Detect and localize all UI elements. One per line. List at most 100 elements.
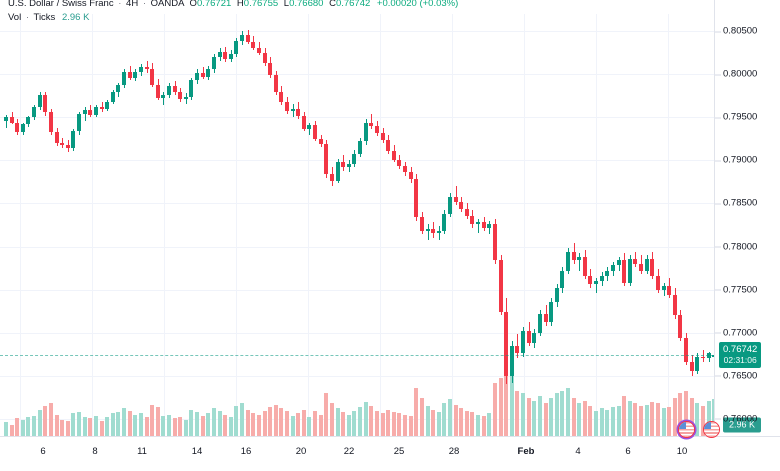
volume-bar — [352, 410, 357, 436]
candle-body — [26, 117, 31, 125]
candle-body — [442, 213, 447, 232]
volume-bar — [206, 413, 211, 436]
ohlc-high-key: H — [236, 0, 244, 9]
candle-body — [492, 224, 497, 261]
candle-body — [313, 125, 318, 139]
candle-wick — [6, 114, 7, 128]
chart-plot-area[interactable] — [0, 14, 714, 436]
price-axis-tick: 0.78500 — [715, 198, 757, 209]
symbol-name[interactable]: U.S. Dollar / Swiss Franc — [8, 0, 114, 9]
volume-bar — [88, 418, 93, 436]
volume-bar — [470, 412, 475, 436]
candle-body — [594, 280, 599, 285]
volume-bar — [532, 400, 537, 436]
price-axis-tick: 0.79500 — [715, 112, 757, 123]
legend-separator-3: · — [25, 12, 30, 23]
candle-body — [341, 162, 346, 168]
volume-bar — [77, 412, 82, 436]
candle-body — [329, 174, 334, 182]
volume-legend-row[interactable]: Vol · Ticks 2.96 K — [8, 12, 458, 24]
current-price-badge[interactable]: 0.76742 02:31:06 — [719, 341, 762, 368]
price-axis-tick: 0.80000 — [715, 69, 757, 80]
volume-bar — [515, 390, 520, 436]
candle-body — [48, 112, 53, 132]
volume-bar — [150, 404, 155, 436]
time-scale[interactable]: 6 8 11 14 16 20 22 25 28 Feb 4 6 10 — [0, 421, 780, 471]
volume-bar — [93, 415, 98, 436]
grid-line-horizontal — [0, 117, 714, 119]
time-axis-tick: 6 — [625, 446, 631, 457]
volume-bar — [335, 408, 340, 436]
candle-body — [324, 144, 329, 175]
candle-body — [380, 132, 385, 140]
candle-body — [566, 251, 570, 271]
volume-bar — [358, 407, 363, 436]
grid-line-horizontal — [0, 375, 714, 377]
candle-body — [166, 86, 171, 95]
volume-bar — [678, 393, 683, 436]
candle-wick — [596, 277, 598, 294]
volume-bar — [391, 412, 396, 436]
volume-bar — [189, 409, 194, 436]
candle-body — [189, 80, 194, 97]
us-flag-icon-secondary[interactable] — [703, 421, 720, 438]
candle-body — [211, 57, 216, 70]
volume-bar — [26, 417, 31, 436]
volume-bar — [498, 378, 503, 436]
volume-bar — [268, 407, 273, 436]
candle-body — [526, 330, 531, 343]
volume-bar — [155, 407, 160, 436]
volume-bar — [397, 413, 402, 436]
candle-body — [571, 251, 576, 261]
candle-body — [504, 311, 509, 376]
time-axis-tick: 4 — [575, 446, 581, 457]
symbol-legend-row[interactable]: U.S. Dollar / Swiss Franc · 4H · OANDA O… — [8, 0, 458, 10]
volume-bar — [166, 414, 171, 436]
flag-canton — [679, 422, 686, 429]
candle-body — [99, 107, 104, 109]
volume-bar — [161, 415, 166, 436]
candle-body — [453, 196, 458, 202]
volume-bar — [245, 409, 250, 436]
price-tick-dash — [715, 117, 721, 119]
candle-body — [509, 346, 514, 376]
time-axis-tick: 6 — [40, 446, 46, 457]
candle-wick — [455, 186, 457, 206]
candle-body — [386, 139, 391, 151]
candle-body — [71, 131, 76, 149]
candle-body — [650, 258, 655, 276]
price-axis-tick: 0.80500 — [715, 26, 757, 37]
price-tick-dash — [715, 246, 721, 248]
volume-bar — [211, 408, 216, 436]
candle-body — [290, 108, 295, 112]
candle-body — [667, 286, 672, 295]
volume-bar — [487, 413, 492, 436]
candle-body — [307, 125, 312, 129]
volume-bar — [133, 414, 138, 436]
volume-bar — [616, 405, 621, 436]
volume-bar — [464, 410, 469, 436]
price-scale[interactable]: 2.96 K 0.80500 0.80000 0.79500 0.79000 0.785… — [714, 0, 780, 436]
volume-bar — [71, 413, 76, 436]
candle-body — [672, 294, 677, 316]
candle-body — [582, 256, 587, 276]
us-flag-icon-selected[interactable] — [678, 421, 695, 438]
volume-bar — [60, 419, 65, 436]
candle-body — [661, 286, 666, 290]
candle-body — [521, 330, 526, 354]
volume-bar — [273, 404, 278, 436]
volume-bar — [414, 388, 419, 436]
time-axis-tick: 8 — [92, 446, 98, 457]
grid-line-vertical — [668, 14, 669, 436]
candle-body — [296, 108, 301, 117]
volume-bar — [560, 390, 565, 436]
interval-label[interactable]: 4H — [126, 0, 139, 9]
candle-body — [200, 72, 205, 77]
grid-line-vertical — [452, 14, 453, 436]
candle-body — [549, 301, 554, 323]
grid-line-horizontal — [0, 74, 714, 76]
volume-bar — [554, 393, 559, 436]
volume-bar — [627, 400, 632, 436]
candle-body — [622, 260, 627, 283]
volume-bar — [290, 415, 295, 436]
